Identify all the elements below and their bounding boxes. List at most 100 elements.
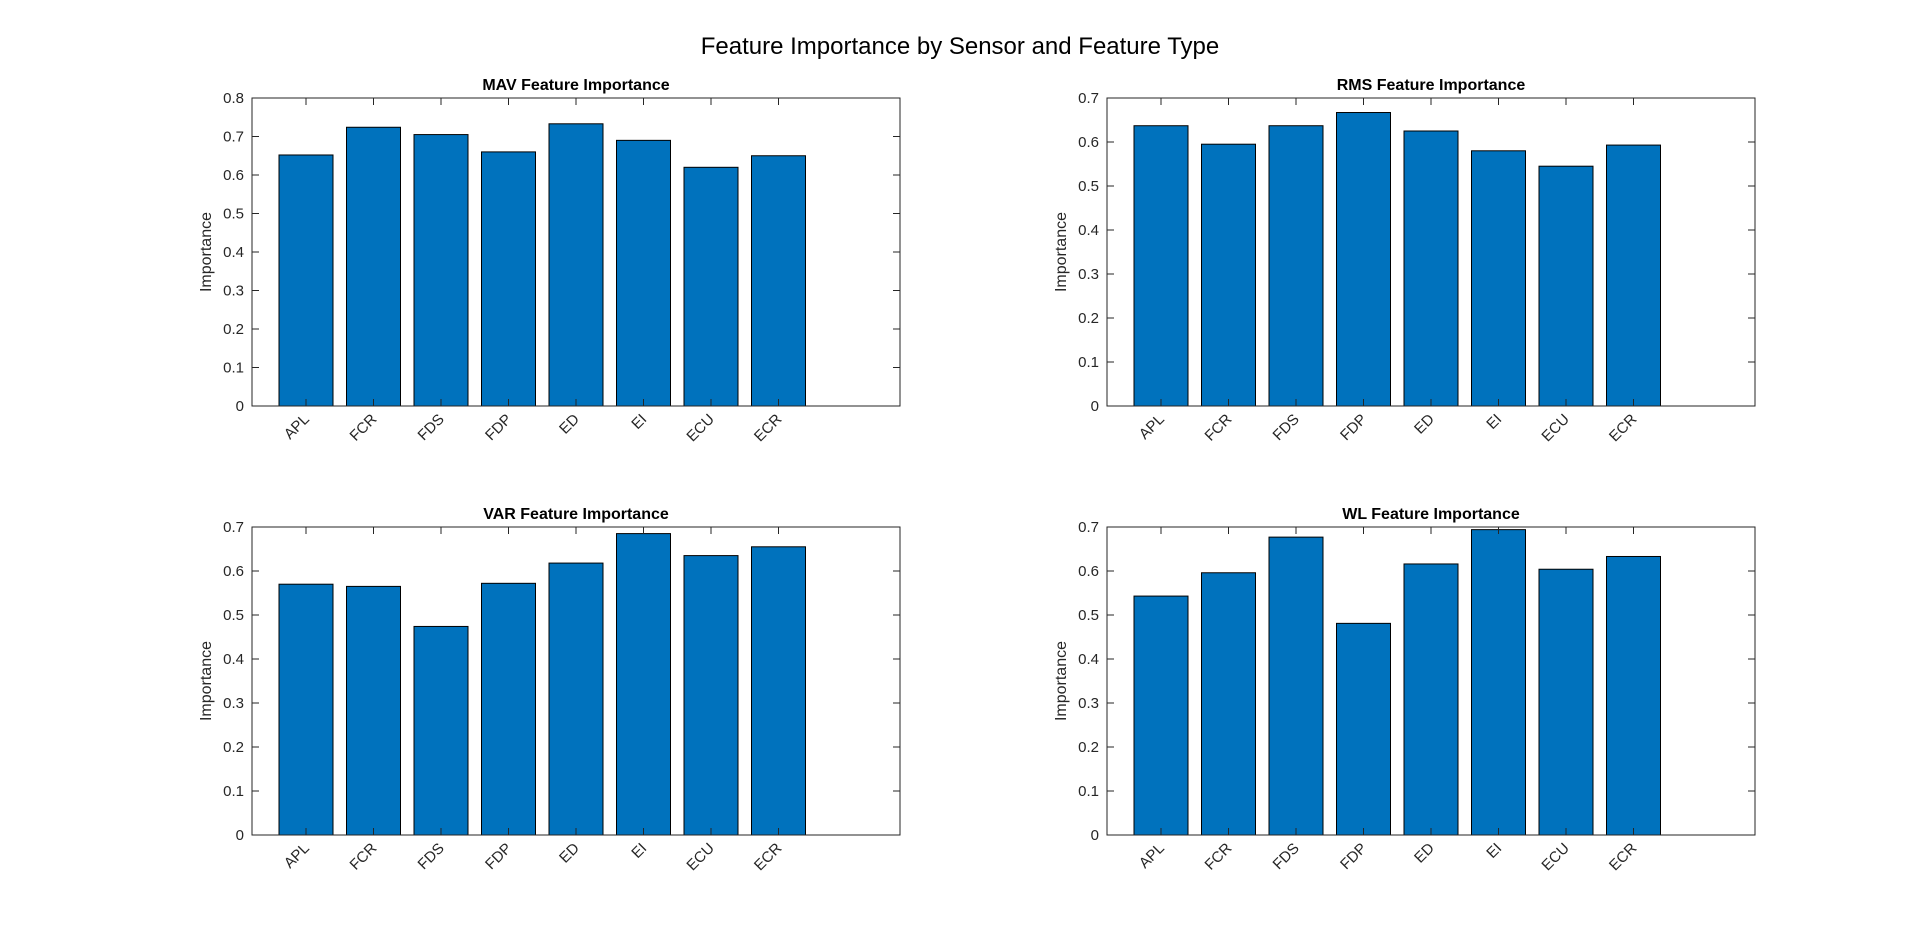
wl-xtick-label-ecu: ECU — [1538, 840, 1572, 874]
rms-bar-fds — [1268, 125, 1324, 407]
mav-xtick-label-ecr: ECR — [751, 411, 786, 446]
mav-ytick-label: 0.1 — [223, 360, 244, 377]
wl-xtick-label-fdp: FDP — [1337, 840, 1370, 873]
mav-bar-ei — [616, 139, 671, 407]
mav-ylabel: Importance — [198, 212, 215, 292]
rms-xtick-label-ecr: ECR — [1606, 411, 1641, 446]
mav-xtick-label-fds: FDS — [415, 411, 448, 444]
wl-xtick-label-ei: EI — [1483, 840, 1505, 862]
rms-ylabel: Importance — [1053, 212, 1070, 292]
mav-ytick-label: 0.3 — [223, 283, 244, 300]
wl-bar-fds — [1268, 536, 1324, 836]
var-chart: 0 0.1 0.2 0.3 0.4 0.5 0.6 0.7 APL FCR FDS FDP ED EI EC… — [198, 506, 901, 875]
wl-ytick-label: 0.7 — [1078, 519, 1099, 536]
var-xtick-label-fdp: FDP — [482, 840, 515, 873]
var-ytick-label: 0.6 — [223, 563, 244, 580]
mav-xtick-label-ecu: ECU — [683, 411, 717, 445]
mav-xtick-label-apl: APL — [281, 411, 313, 443]
var-xtick-label-ecu: ECU — [683, 840, 717, 874]
mav-ytick-label: 0.8 — [223, 90, 244, 107]
rms-ytick-label: 0.4 — [1078, 222, 1099, 239]
var-ytick-label: 0.5 — [223, 607, 244, 624]
wl-ytick-label: 0.5 — [1078, 607, 1099, 624]
figure-title: Feature Importance by Sensor and Feature… — [701, 33, 1220, 60]
var-bar-fds — [413, 625, 469, 836]
rms-ytick-label: 0.1 — [1078, 354, 1099, 371]
wl-xtick-label-fds: FDS — [1270, 840, 1303, 873]
var-ytick-label: 0.7 — [223, 519, 244, 536]
wl-bar-ei — [1471, 529, 1526, 836]
wl-ytick-label: 0.6 — [1078, 563, 1099, 580]
mav-xtick-label-ed: ED — [556, 411, 583, 438]
rms-bar-ecr — [1606, 144, 1661, 407]
rms-xtick-label-fcr: FCR — [1202, 411, 1236, 445]
mav-xtick-label-fcr: FCR — [347, 411, 381, 445]
rms-xtick-label-fdp: FDP — [1337, 411, 1370, 444]
var-chart-title: VAR Feature Importance — [483, 506, 669, 523]
wl-bar-ecu — [1538, 568, 1594, 836]
wl-xtick-label-ed: ED — [1411, 840, 1438, 867]
rms-chart: 0 0.1 0.2 0.3 0.4 0.5 0.6 0.7 APL FCR FDS FDP ED EI EC… — [1053, 77, 1756, 446]
wl-chart: 0 0.1 0.2 0.3 0.4 0.5 0.6 0.7 APL FCR FDS FDP ED EI EC… — [1053, 506, 1756, 875]
mav-bar-ed — [548, 123, 604, 407]
var-ytick-label: 0.3 — [223, 695, 244, 712]
mav-bar-fcr — [346, 126, 401, 407]
mav-chart-title: MAV Feature Importance — [482, 77, 669, 94]
var-xtick-label-ecr: ECR — [751, 840, 786, 875]
var-ytick-label: 0.1 — [223, 783, 244, 800]
rms-ytick-label: 0.5 — [1078, 178, 1099, 195]
mav-bar-fdp — [481, 151, 536, 407]
wl-bar-fdp — [1336, 622, 1391, 836]
var-ytick-label: 0.4 — [223, 651, 244, 668]
rms-xtick-label-apl: APL — [1136, 411, 1168, 443]
var-xtick-label-fcr: FCR — [347, 840, 381, 874]
rms-bar-fcr — [1201, 143, 1256, 407]
var-bar-ei — [616, 533, 671, 836]
mav-ytick-label: 0.7 — [223, 129, 244, 146]
mav-chart: 0 0.1 0.2 0.3 0.4 0.5 0.6 0.7 0.8 APL FCR FDS FDP ED E… — [198, 77, 901, 446]
rms-ytick-label: 0.7 — [1078, 90, 1099, 107]
var-bar-apl — [278, 583, 334, 836]
wl-bar-ed — [1403, 563, 1459, 836]
wl-xtick-label-ecr: ECR — [1606, 840, 1641, 875]
wl-xtick-label-apl: APL — [1136, 840, 1168, 872]
mav-bar-ecr — [751, 155, 806, 407]
var-xtick-label-ed: ED — [556, 840, 583, 867]
rms-ytick-label: 0 — [1091, 398, 1099, 415]
wl-chart-title: WL Feature Importance — [1342, 506, 1520, 523]
wl-bar-ecr — [1606, 555, 1661, 836]
var-bar-fcr — [346, 585, 401, 836]
mav-ytick-label: 0.2 — [223, 321, 244, 338]
var-bar-ecr — [751, 546, 806, 836]
rms-chart-title: RMS Feature Importance — [1337, 77, 1526, 94]
rms-xtick-label-ei: EI — [1483, 411, 1505, 433]
rms-ytick-label: 0.2 — [1078, 310, 1099, 327]
var-ylabel: Importance — [198, 641, 215, 721]
rms-xtick-label-fds: FDS — [1270, 411, 1303, 444]
rms-bar-ecu — [1538, 165, 1594, 407]
mav-bar-apl — [278, 154, 334, 407]
mav-xtick-label-fdp: FDP — [482, 411, 515, 444]
mav-bar-ecu — [683, 166, 739, 407]
mav-bar-fds — [413, 134, 469, 407]
charts-area: 0 0.1 0.2 0.3 0.4 0.5 0.6 0.7 0.8 APL FCR FDS FDP ED E… — [198, 77, 1756, 875]
wl-bar-apl — [1133, 595, 1189, 836]
var-bar-ecu — [683, 555, 739, 836]
wl-ytick-label: 0.4 — [1078, 651, 1099, 668]
wl-ytick-label: 0 — [1091, 827, 1099, 844]
mav-ytick-label: 0.6 — [223, 167, 244, 184]
var-xtick-label-fds: FDS — [415, 840, 448, 873]
wl-ytick-label: 0.2 — [1078, 739, 1099, 756]
rms-ytick-label: 0.6 — [1078, 134, 1099, 151]
var-bar-ed — [548, 562, 604, 836]
wl-ytick-label: 0.3 — [1078, 695, 1099, 712]
var-bar-fdp — [481, 582, 536, 836]
rms-bar-ed — [1403, 130, 1459, 407]
wl-ytick-label: 0.1 — [1078, 783, 1099, 800]
rms-bar-apl — [1133, 125, 1189, 407]
var-xtick-label-apl: APL — [281, 840, 313, 872]
rms-bar-fdp — [1336, 112, 1391, 407]
rms-xtick-label-ed: ED — [1411, 411, 1438, 438]
rms-xtick-label-ecu: ECU — [1538, 411, 1572, 445]
